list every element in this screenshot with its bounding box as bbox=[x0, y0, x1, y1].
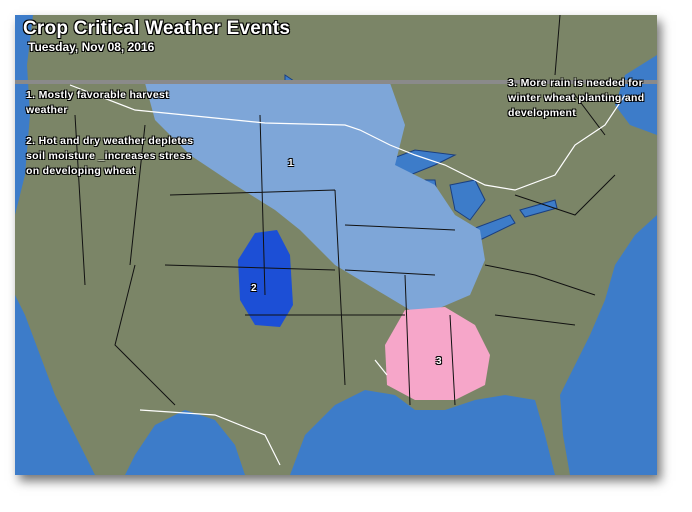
map-date: Tuesday, Nov 08, 2016 bbox=[28, 40, 155, 54]
state-lines bbox=[74, 15, 616, 406]
region-3-area bbox=[385, 307, 490, 400]
header-divider bbox=[15, 80, 657, 84]
note-2: 2. Hot and dry weather depletes soil moi… bbox=[26, 135, 194, 177]
note-3: 3. More rain is needed for winter wheat … bbox=[508, 77, 645, 119]
region-2-area bbox=[238, 230, 293, 327]
region-1-label: 1 bbox=[288, 158, 294, 169]
map-frame: Crop Critical Weather Events Tuesday, No… bbox=[15, 15, 657, 475]
region-1-area bbox=[145, 83, 485, 310]
map-title: Crop Critical Weather Events bbox=[23, 18, 291, 39]
region-2-label: 2 bbox=[251, 283, 257, 294]
us-canada-border bbox=[69, 84, 626, 466]
weather-map bbox=[15, 15, 657, 475]
note-1: 1. Mostly favorable harvest weather bbox=[26, 89, 169, 116]
region-3-label: 3 bbox=[436, 356, 442, 367]
